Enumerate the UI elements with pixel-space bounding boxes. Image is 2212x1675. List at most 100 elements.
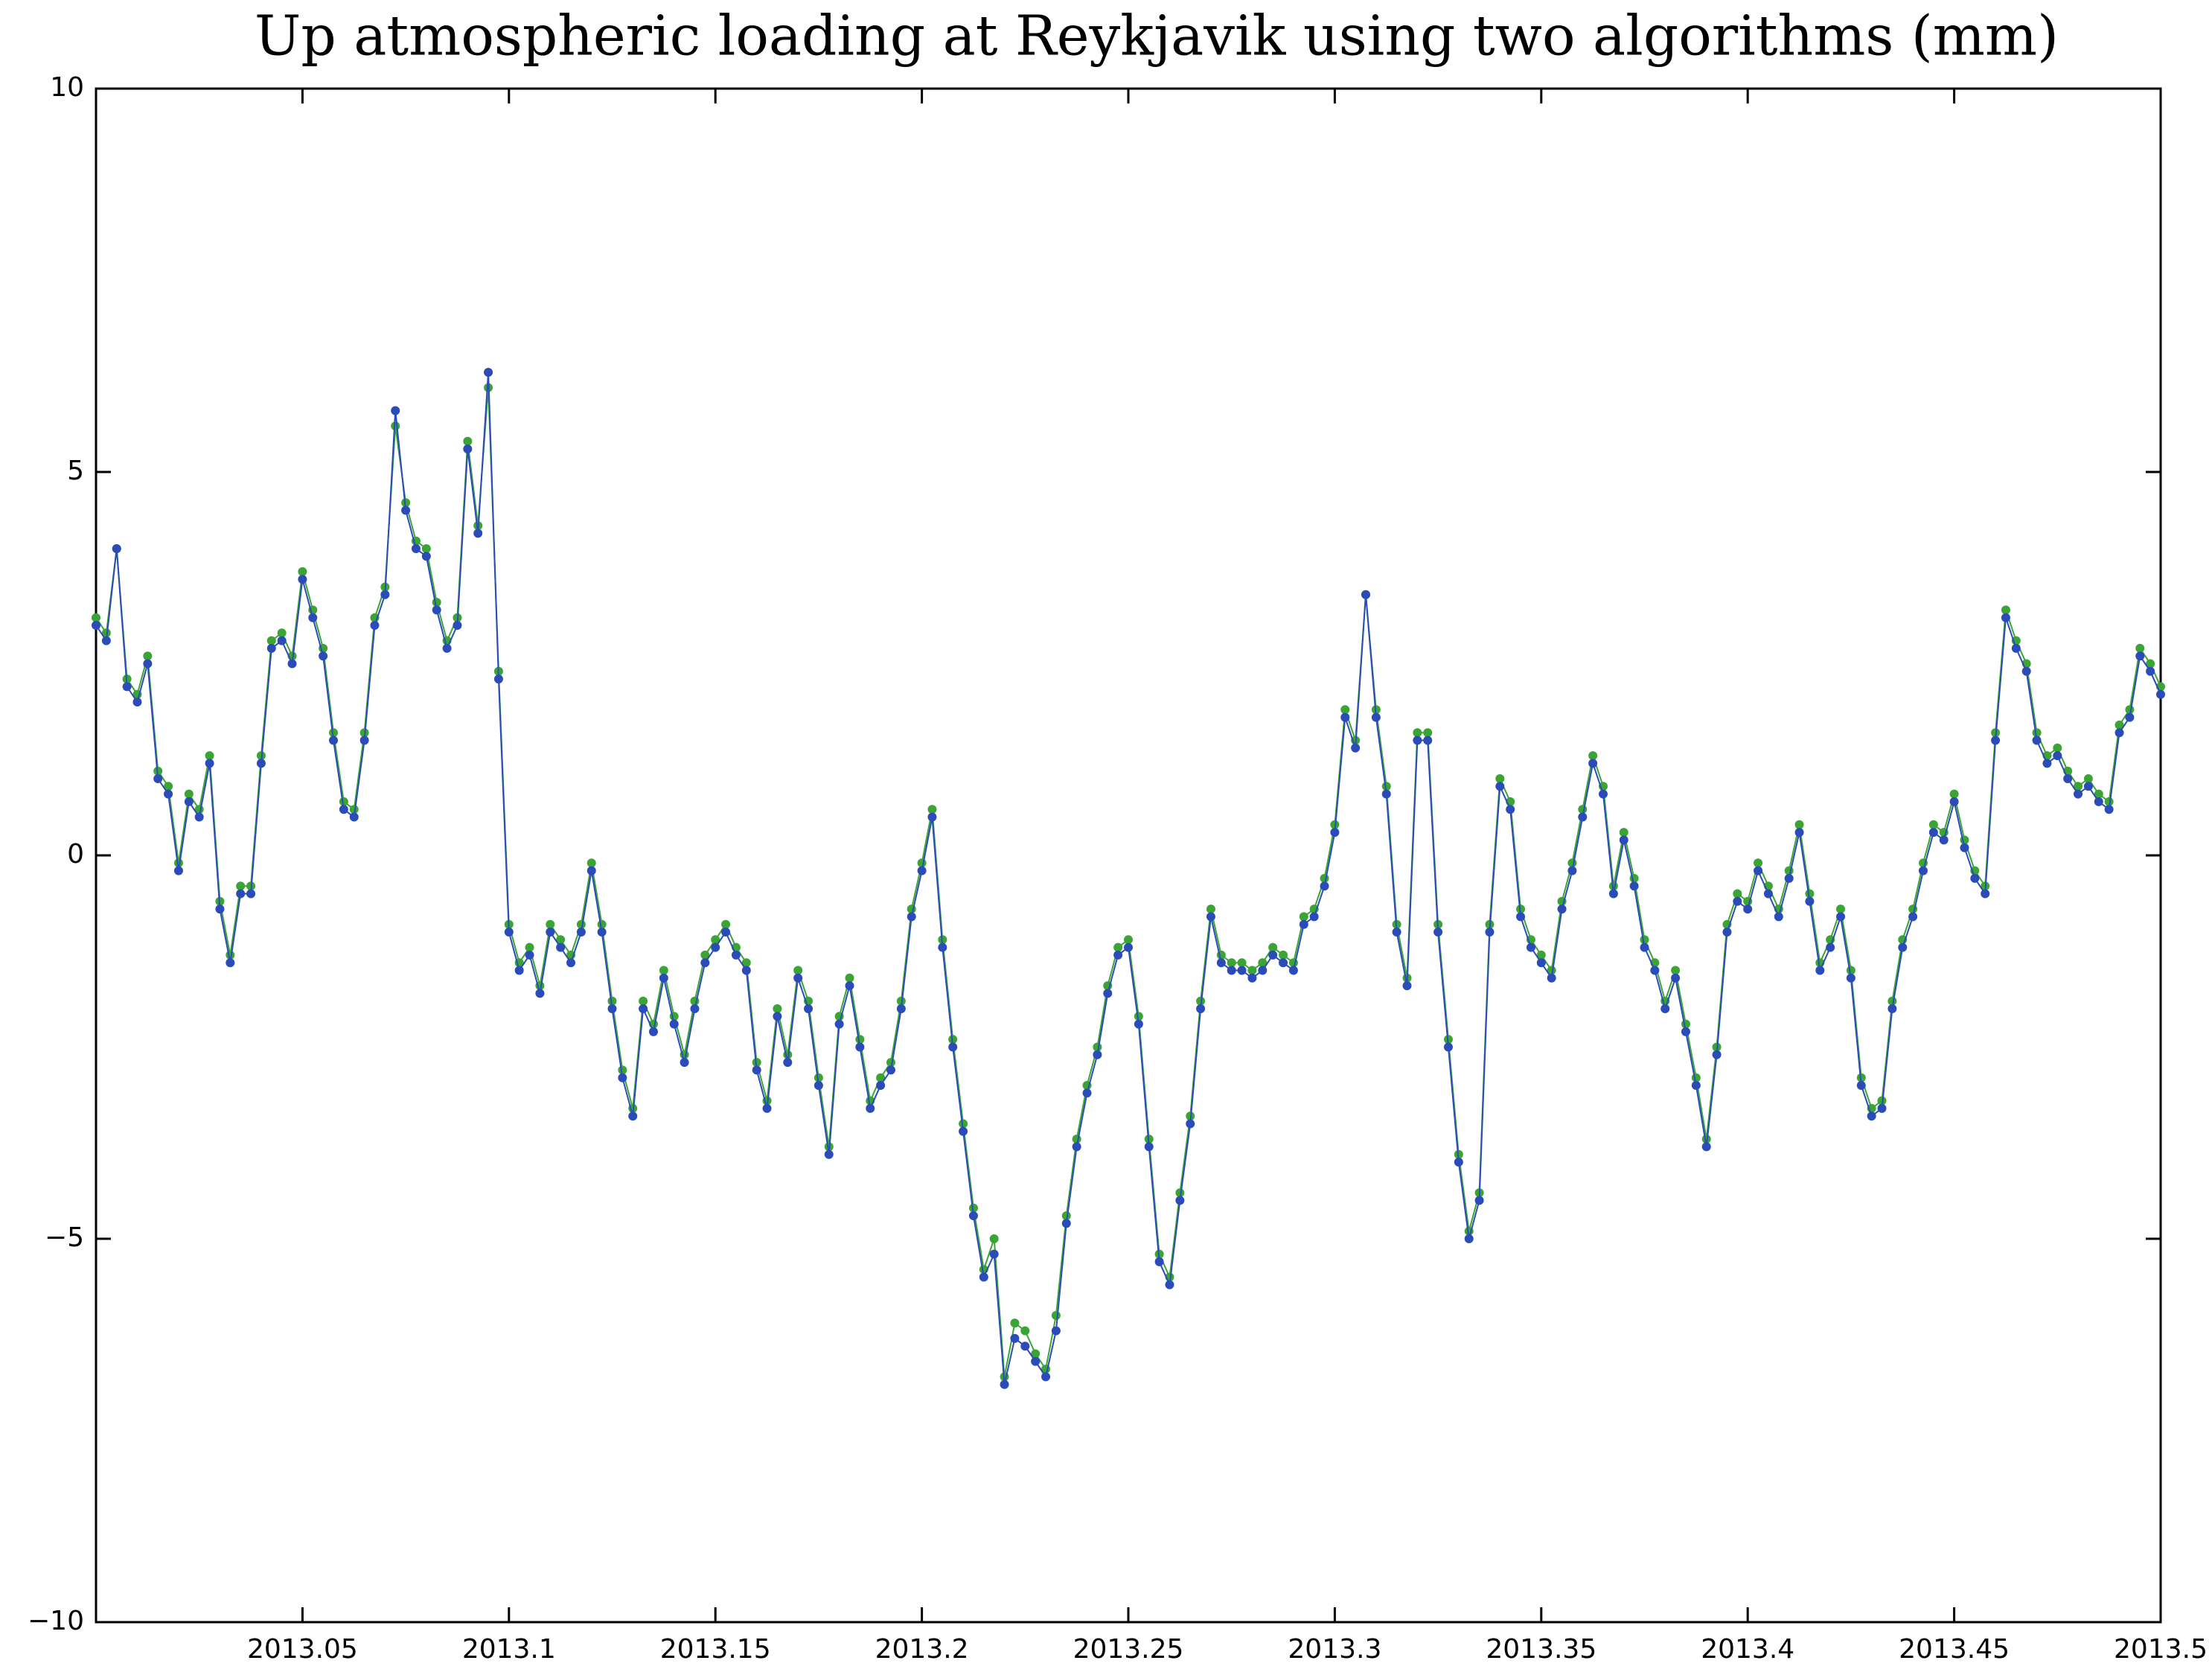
point xyxy=(1144,1142,1154,1152)
point xyxy=(804,1004,813,1013)
point xyxy=(1061,1211,1071,1221)
point xyxy=(556,935,566,945)
point xyxy=(411,544,421,553)
point xyxy=(700,958,710,968)
point xyxy=(391,406,400,415)
point xyxy=(1578,812,1588,822)
point xyxy=(1629,881,1639,891)
point xyxy=(1867,1111,1876,1121)
point xyxy=(711,935,720,945)
point xyxy=(1113,950,1123,960)
point xyxy=(597,919,607,929)
point xyxy=(1072,1135,1081,1144)
point xyxy=(1010,1318,1020,1328)
point xyxy=(2135,651,2145,661)
point xyxy=(101,636,111,645)
point xyxy=(793,966,803,975)
point xyxy=(92,613,100,622)
point xyxy=(1650,966,1660,975)
point xyxy=(421,544,431,553)
point xyxy=(979,1272,988,1282)
point xyxy=(1093,1042,1102,1052)
point xyxy=(329,736,339,745)
point xyxy=(2135,643,2145,653)
point xyxy=(2125,712,2135,722)
point xyxy=(546,919,555,929)
point xyxy=(1754,866,1763,875)
point xyxy=(1247,973,1257,983)
point xyxy=(1743,904,1753,914)
y-tick-label: −5 xyxy=(45,1222,84,1253)
point xyxy=(1330,828,1340,838)
point xyxy=(1413,736,1422,745)
point xyxy=(1423,728,1433,738)
point xyxy=(2011,643,2021,653)
point xyxy=(639,1004,648,1013)
point xyxy=(1288,966,1298,975)
point xyxy=(876,1073,886,1082)
point xyxy=(1351,743,1361,753)
point xyxy=(2001,613,2010,622)
point xyxy=(1051,1326,1061,1336)
point xyxy=(1237,966,1247,975)
point xyxy=(1061,1219,1071,1228)
point xyxy=(2042,759,2052,768)
point xyxy=(1433,928,1443,937)
point xyxy=(349,805,359,814)
point xyxy=(421,552,431,561)
point xyxy=(1423,736,1433,745)
point xyxy=(1578,805,1588,814)
point xyxy=(205,759,214,768)
point xyxy=(855,1042,865,1052)
point xyxy=(659,966,668,975)
point xyxy=(453,621,462,630)
point xyxy=(2156,689,2165,699)
point xyxy=(917,866,927,875)
point xyxy=(721,928,731,937)
point xyxy=(566,958,576,968)
point xyxy=(700,950,710,960)
point xyxy=(1216,958,1226,968)
point xyxy=(277,636,287,645)
point xyxy=(1733,896,1742,906)
point xyxy=(2125,705,2135,715)
point xyxy=(1928,828,1938,838)
point xyxy=(473,529,483,538)
point xyxy=(308,613,318,622)
point xyxy=(927,805,937,814)
point xyxy=(298,575,307,584)
plot-frame xyxy=(95,87,2162,1624)
point xyxy=(1660,1004,1670,1013)
point xyxy=(401,505,411,515)
point xyxy=(648,1027,658,1036)
point xyxy=(1970,873,1980,883)
x-tick-label: 2013.45 xyxy=(1899,1634,2010,1665)
point xyxy=(896,1004,906,1013)
point xyxy=(556,942,566,952)
point xyxy=(112,544,121,553)
point xyxy=(1485,928,1495,937)
point xyxy=(1237,958,1247,968)
y-tick-label: −10 xyxy=(28,1606,84,1636)
point xyxy=(1454,1158,1463,1167)
point xyxy=(783,1058,793,1068)
point xyxy=(1599,789,1608,799)
point xyxy=(1299,912,1308,922)
point xyxy=(1516,912,1526,922)
point xyxy=(298,567,307,576)
point xyxy=(1887,996,1897,1006)
point xyxy=(731,950,741,960)
y-tick-label: 10 xyxy=(50,72,84,103)
point xyxy=(845,973,854,983)
point xyxy=(1175,1196,1185,1205)
point xyxy=(1691,1081,1701,1090)
point xyxy=(256,759,266,768)
point xyxy=(153,774,163,783)
point xyxy=(1227,958,1236,968)
point xyxy=(194,812,204,822)
point xyxy=(2104,805,2114,814)
point xyxy=(1567,858,1577,868)
point xyxy=(1206,904,1215,914)
point xyxy=(607,1004,617,1013)
point xyxy=(628,1111,638,1121)
